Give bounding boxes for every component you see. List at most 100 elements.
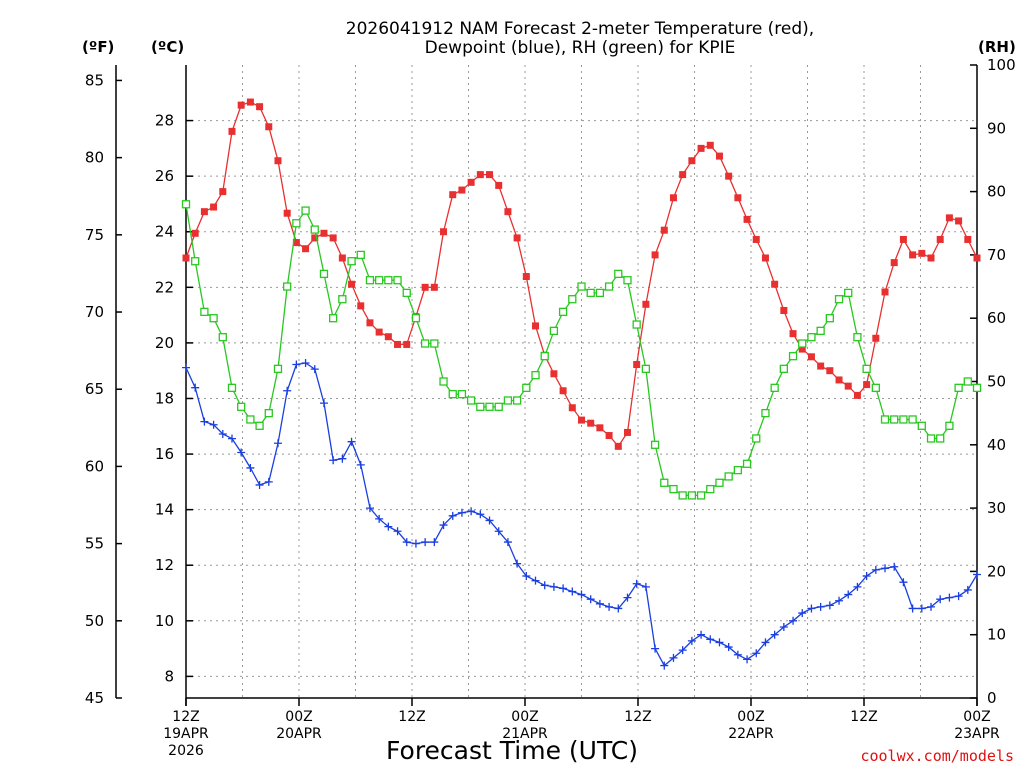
dewpoint-point bbox=[862, 572, 871, 581]
dewpoint-point bbox=[439, 521, 448, 530]
fahrenheit-tick-label: 45 bbox=[85, 689, 104, 707]
temperature-point bbox=[853, 391, 861, 399]
rh-point bbox=[439, 377, 448, 386]
temperature-point bbox=[265, 123, 273, 131]
dewpoint-point bbox=[789, 616, 798, 625]
dewpoint-point bbox=[384, 522, 393, 531]
temperature-point bbox=[421, 283, 429, 291]
time-tick-label: 00Z bbox=[963, 709, 990, 725]
temperature-point bbox=[881, 288, 889, 296]
dewpoint-point bbox=[402, 538, 411, 547]
series-layer bbox=[181, 98, 982, 670]
celsius-tick-label: 18 bbox=[155, 389, 174, 407]
rh-tick-label: 50 bbox=[987, 373, 1006, 391]
fahrenheit-tick-label: 60 bbox=[85, 457, 104, 475]
rh-point bbox=[742, 459, 752, 468]
rh-point bbox=[292, 219, 301, 228]
rh-point bbox=[209, 314, 218, 323]
dewpoint-point bbox=[485, 516, 494, 525]
rh-point bbox=[283, 282, 292, 291]
time-tick-label: 00Z bbox=[285, 709, 312, 725]
dewpoint-point bbox=[329, 456, 338, 465]
time-tick-label: 12Z bbox=[172, 709, 199, 725]
rh-point bbox=[816, 326, 825, 336]
dewpoint-point bbox=[724, 643, 733, 652]
rh-point bbox=[420, 339, 430, 348]
dewpoint-point bbox=[255, 480, 264, 489]
temperature-point bbox=[890, 259, 898, 267]
temperature-point bbox=[633, 361, 641, 369]
rh-point bbox=[301, 206, 310, 215]
temperature-point bbox=[302, 245, 310, 253]
title-line: 2026041912 NAM Forecast 2-meter Temperat… bbox=[346, 19, 814, 39]
dewpoint-point bbox=[954, 592, 963, 601]
rh-tick-label: 90 bbox=[987, 119, 1006, 137]
temperature-point bbox=[191, 229, 199, 237]
rh-point bbox=[457, 390, 467, 399]
rh-axis: 0 10 20 30 40 50 60 70 80 90 100 bbox=[970, 56, 1016, 707]
temperature-point bbox=[688, 157, 696, 165]
rh-point bbox=[476, 402, 485, 411]
dewpoint-point bbox=[752, 649, 761, 658]
dewpoint-point bbox=[448, 511, 457, 520]
temperature-point bbox=[955, 217, 963, 225]
rh-tick-label: 0 bbox=[987, 689, 997, 707]
temperature-point bbox=[918, 249, 926, 257]
time-tick-label: 2026 bbox=[168, 743, 204, 759]
rh-point bbox=[485, 402, 494, 411]
rh-point bbox=[650, 440, 660, 449]
time-tick-label: 19APR bbox=[163, 726, 209, 742]
temperature-point bbox=[568, 404, 576, 412]
celsius-tick-label: 20 bbox=[155, 334, 174, 352]
dewpoint-point bbox=[927, 602, 936, 611]
temperature-point bbox=[669, 194, 677, 202]
temperature-point bbox=[872, 334, 880, 342]
dewpoint-point bbox=[577, 590, 586, 599]
rh-point bbox=[669, 484, 678, 494]
temperature-point bbox=[835, 376, 843, 384]
temperature-point bbox=[366, 319, 374, 327]
series-dewpoint bbox=[182, 358, 981, 670]
title-line: Dewpoint (blue), RH (green) for KPIE bbox=[425, 38, 736, 58]
dewpoint-point bbox=[844, 590, 853, 599]
dewpoint-point bbox=[697, 630, 706, 639]
temperature-point bbox=[348, 280, 356, 288]
fahrenheit-tick-label: 65 bbox=[85, 380, 104, 398]
rh-point bbox=[963, 377, 972, 386]
rh-point bbox=[512, 396, 522, 405]
temperature-point bbox=[210, 203, 218, 211]
temperature-point bbox=[182, 254, 190, 262]
temperature-point bbox=[476, 171, 484, 179]
temperature-point bbox=[936, 235, 944, 243]
rh-point bbox=[926, 434, 936, 443]
temperature-point bbox=[798, 345, 806, 353]
rh-point bbox=[586, 288, 595, 298]
rh-point bbox=[715, 478, 724, 487]
temperature-point bbox=[338, 254, 346, 262]
temperature-point bbox=[945, 214, 953, 222]
rh-tick-label: 20 bbox=[987, 562, 1006, 580]
rh-point bbox=[393, 276, 402, 285]
rh-point bbox=[384, 276, 393, 285]
temperature-point bbox=[504, 208, 512, 216]
dewpoint-point bbox=[651, 644, 660, 653]
dewpoint-point bbox=[319, 399, 328, 408]
dewpoint-point bbox=[733, 650, 742, 659]
rh-point bbox=[200, 307, 209, 317]
fahrenheit-tick-label: 70 bbox=[85, 303, 104, 321]
rh-point bbox=[356, 250, 365, 260]
dewpoint-point bbox=[871, 565, 880, 574]
temperature-point bbox=[909, 251, 917, 259]
rh-point bbox=[871, 383, 880, 392]
rh-point bbox=[752, 434, 761, 443]
dewpoint-point bbox=[816, 602, 825, 611]
rh-point bbox=[191, 257, 200, 266]
dewpoint-point bbox=[687, 636, 696, 645]
dewpoint-point bbox=[798, 609, 807, 618]
dewpoint-point bbox=[237, 448, 246, 457]
dewpoint-point bbox=[476, 510, 485, 519]
rh-point bbox=[577, 282, 586, 291]
dewpoint-point bbox=[945, 593, 954, 602]
series-rh bbox=[181, 200, 982, 500]
rh-point bbox=[807, 333, 816, 342]
